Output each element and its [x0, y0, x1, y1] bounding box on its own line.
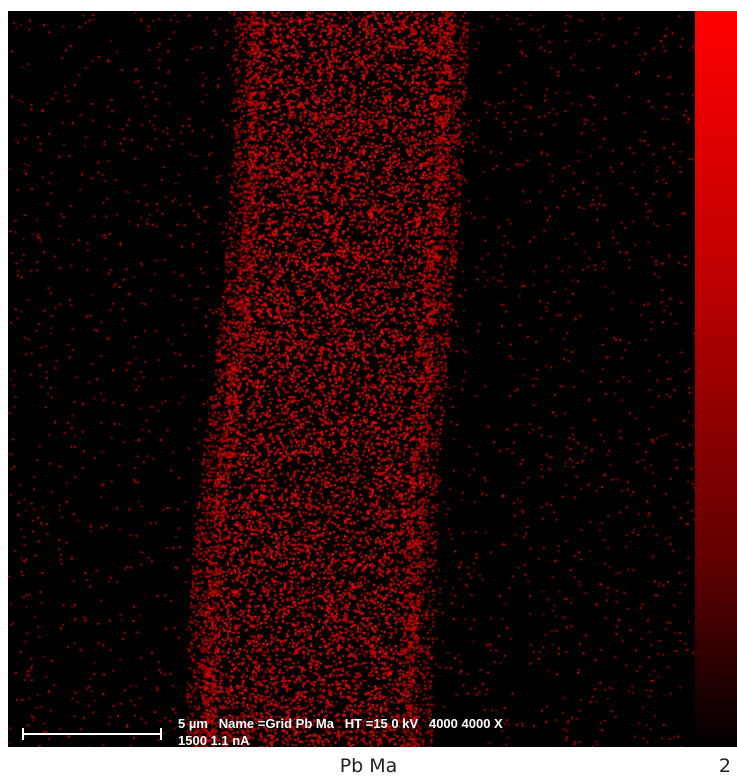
scale-bar-right-cap — [160, 728, 162, 740]
pb-ma-dot-map — [8, 11, 695, 747]
element-map-panel: 5 µm Name =Grid Pb Ma HT =15 0 kV 4000 4… — [8, 11, 695, 747]
acquisition-info: 5 µm Name =Grid Pb Ma HT =15 0 kV 4000 4… — [178, 715, 695, 747]
scale-bar — [22, 728, 162, 740]
info-line-1: 5 µm Name =Grid Pb Ma HT =15 0 kV 4000 4… — [178, 716, 503, 731]
map-index-number: 2 — [718, 755, 731, 777]
intensity-color-scale — [695, 11, 737, 747]
scale-bar-left-cap — [22, 728, 24, 740]
info-line-2: 1500 1.1 nA — [178, 733, 250, 747]
map-element-label: Pb Ma — [339, 755, 398, 777]
scale-bar-line — [22, 733, 162, 735]
